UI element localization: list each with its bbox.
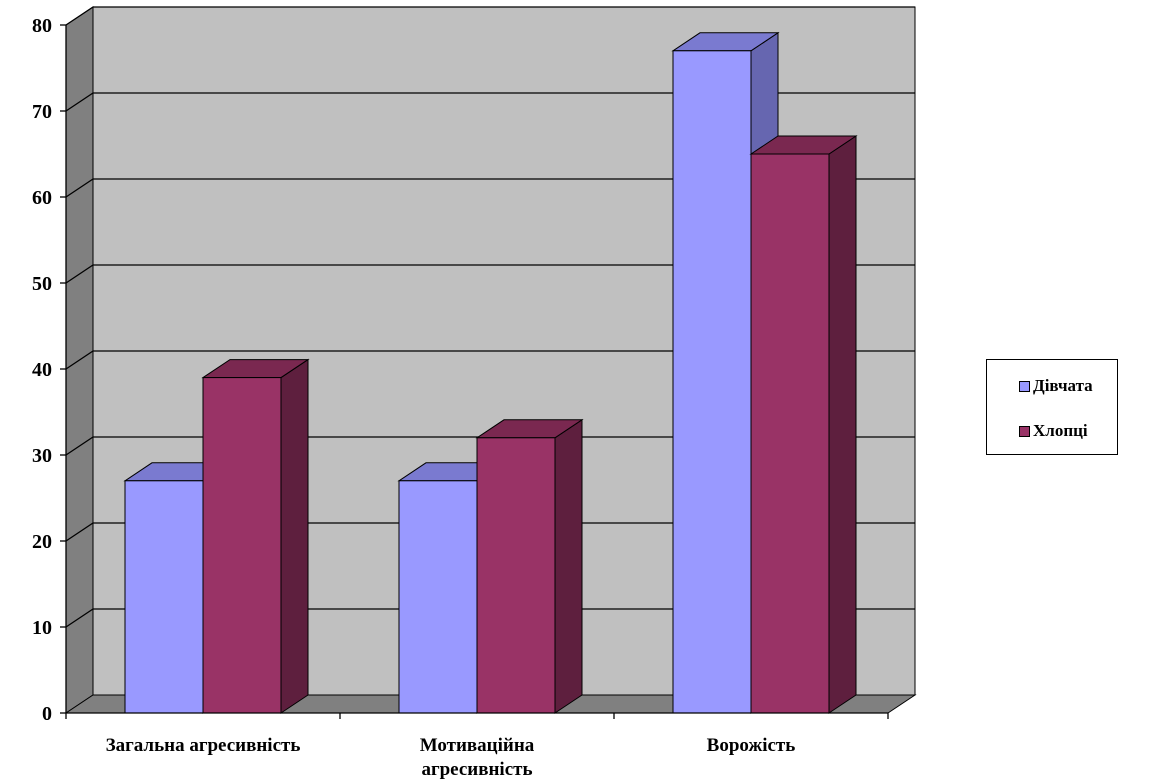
bar-front bbox=[398, 480, 478, 714]
bar-side bbox=[554, 418, 583, 714]
bar-front bbox=[476, 437, 556, 714]
gridline-10 bbox=[65, 608, 915, 628]
bar-side bbox=[828, 135, 857, 714]
bar-boys-0 bbox=[201, 358, 310, 714]
y-tick-label-60: 60 bbox=[32, 187, 52, 209]
bar-side bbox=[280, 358, 309, 714]
legend-swatch-boys bbox=[1019, 425, 1030, 437]
legend-item-boys: Хлопці bbox=[1019, 421, 1088, 441]
category-label-0: Загальна агресивність bbox=[106, 735, 301, 756]
y-tick-label-10: 10 bbox=[32, 617, 52, 639]
legend-label-boys: Хлопці bbox=[1033, 421, 1088, 440]
gridline-20 bbox=[65, 522, 915, 542]
bar-front bbox=[124, 480, 204, 714]
gridline-30 bbox=[65, 436, 915, 456]
legend-label-girls: Дівчата bbox=[1033, 376, 1093, 395]
y-tick-label-40: 40 bbox=[32, 359, 52, 381]
y-tick-label-30: 30 bbox=[32, 445, 52, 467]
y-tick-label-0: 0 bbox=[42, 703, 52, 725]
y-tick-label-50: 50 bbox=[32, 273, 52, 295]
gridline-80 bbox=[65, 6, 915, 26]
gridline-50 bbox=[65, 264, 915, 284]
gridline-40 bbox=[65, 350, 915, 370]
y-tick-label-20: 20 bbox=[32, 531, 52, 553]
bar-front bbox=[672, 50, 752, 714]
bar-boys-1 bbox=[475, 418, 584, 714]
gridline-60 bbox=[65, 178, 915, 198]
bar-front bbox=[750, 153, 830, 714]
y-tick-label-80: 80 bbox=[32, 15, 52, 37]
category-label-2: Ворожість bbox=[707, 735, 796, 756]
bar-front bbox=[202, 377, 282, 714]
bar-boys-2 bbox=[749, 135, 858, 714]
legend-swatch-girls bbox=[1019, 380, 1030, 392]
gridline-70 bbox=[65, 92, 915, 112]
legend-item-girls: Дівчата bbox=[1019, 376, 1093, 396]
category-label-1: Мотиваційна агресивність bbox=[420, 735, 535, 780]
y-tick-label-70: 70 bbox=[32, 101, 52, 123]
legend: Дівчата Хлопці bbox=[986, 359, 1118, 455]
